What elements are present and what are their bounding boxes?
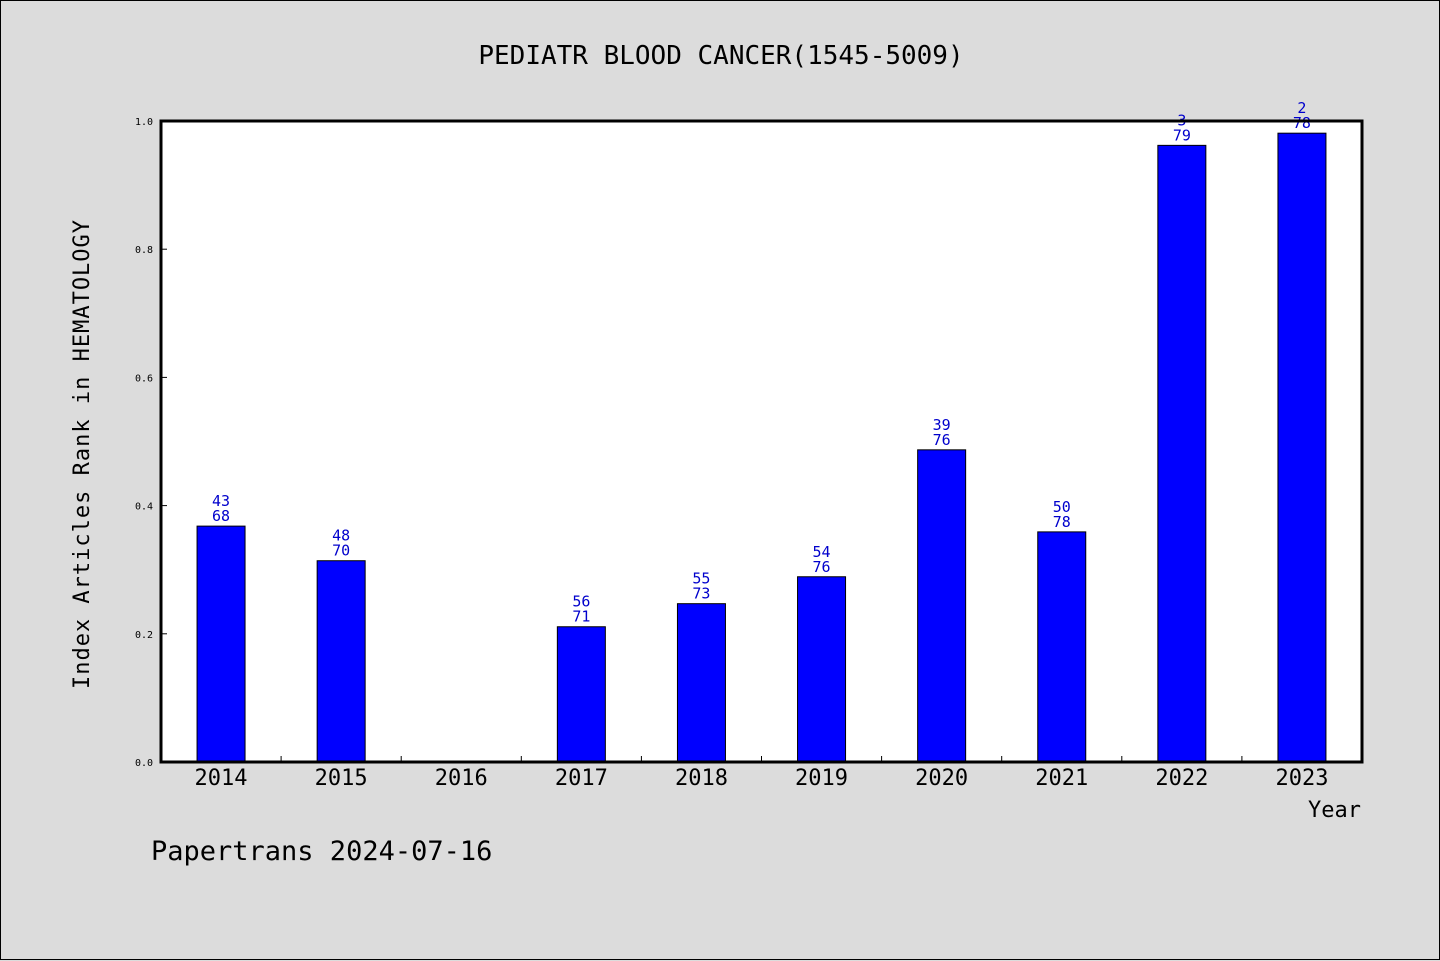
y-tick-label: 0.0 xyxy=(135,758,153,769)
data-label-rank: 54 xyxy=(813,543,831,561)
plot-border xyxy=(159,119,1364,764)
data-label-rank: 48 xyxy=(332,527,350,545)
bar xyxy=(797,576,847,763)
x-tick-label: 2014 xyxy=(195,766,248,791)
y-tick-label: 1.0 xyxy=(135,117,153,128)
x-tick-label: 2019 xyxy=(795,766,848,791)
data-label-total: 73 xyxy=(692,585,710,603)
data-label-total: 78 xyxy=(1053,513,1071,531)
x-tick-label: 2017 xyxy=(555,766,608,791)
data-label-rank: 43 xyxy=(212,492,230,510)
ticks-group: 0.0 0.2 0.4 0.6 0.8 1.0 2014 2015 2016 2017 2018 20… xyxy=(135,117,1329,791)
data-label-rank: 55 xyxy=(692,570,710,588)
y-tick-label: 0.2 xyxy=(135,630,153,641)
x-tick-label: 2021 xyxy=(1035,766,1088,791)
x-axis-label: Year xyxy=(1308,798,1361,823)
data-label-rank: 56 xyxy=(572,593,590,611)
data-label-total: 68 xyxy=(212,507,230,525)
data-label-rank: 39 xyxy=(933,416,951,434)
data-label-total: 79 xyxy=(1173,126,1191,144)
data-label-rank: 50 xyxy=(1053,498,1071,516)
bars-group xyxy=(196,132,1327,763)
x-tick-label: 2023 xyxy=(1275,766,1328,791)
data-label-total: 70 xyxy=(332,542,350,560)
bar xyxy=(676,603,726,763)
x-tick-label: 2020 xyxy=(915,766,968,791)
data-label-rank: 2 xyxy=(1297,99,1306,117)
bar xyxy=(1157,144,1207,763)
bar xyxy=(1037,531,1087,763)
y-axis-label: Index Articles Rank in HEMATOLOGY xyxy=(70,219,95,689)
bar xyxy=(1277,132,1327,763)
y-tick-label: 0.4 xyxy=(135,502,153,513)
y-tick-label: 0.8 xyxy=(135,245,153,256)
data-label-total: 71 xyxy=(572,608,590,626)
x-tick-label: 2022 xyxy=(1155,766,1208,791)
data-label-total: 76 xyxy=(933,431,951,449)
bar xyxy=(316,560,366,763)
footer-credit: Papertrans 2024-07-16 xyxy=(151,836,493,867)
bar xyxy=(556,626,606,763)
chart-title: PEDIATR BLOOD CANCER(1545-5009) xyxy=(478,41,963,71)
data-label-total: 78 xyxy=(1293,114,1311,132)
data-label-total: 76 xyxy=(813,558,831,576)
bar xyxy=(917,449,967,763)
x-tick-label: 2018 xyxy=(675,766,728,791)
y-tick-label: 0.6 xyxy=(135,373,153,384)
bar xyxy=(196,525,246,763)
x-tick-label: 2016 xyxy=(435,766,488,791)
x-tick-label: 2015 xyxy=(315,766,368,791)
